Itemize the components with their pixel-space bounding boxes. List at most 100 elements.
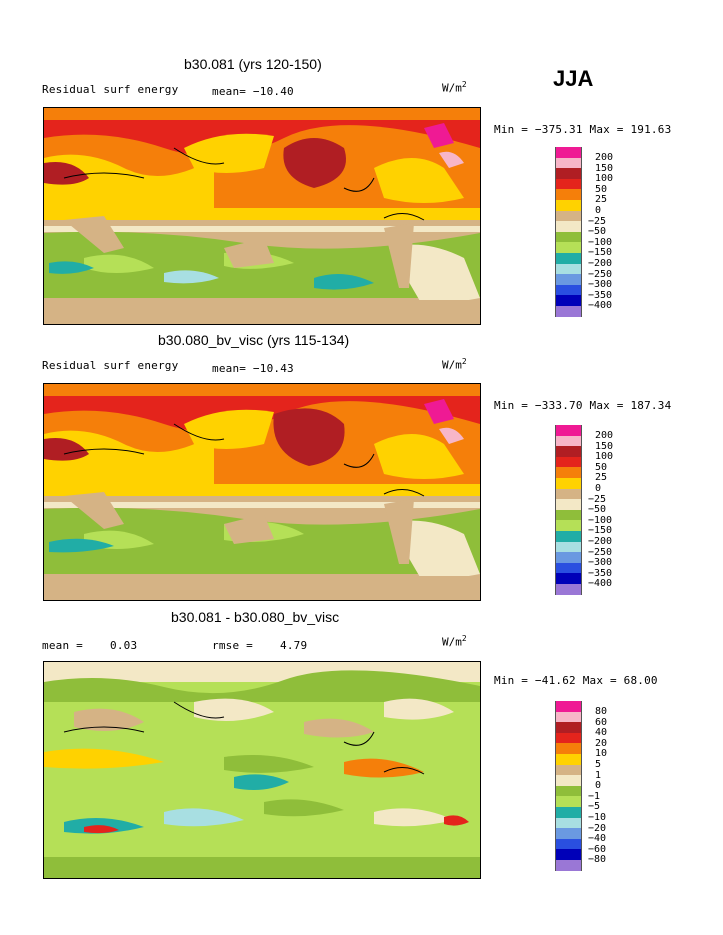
panel1-unit: W/m2	[442, 80, 467, 95]
legend-label: −5	[588, 801, 601, 812]
legend-swatch	[555, 456, 582, 468]
panel2-field-label: Residual surf energy	[42, 359, 179, 372]
legend-swatch	[555, 711, 582, 723]
legend-label: 150	[595, 163, 614, 174]
legend-swatch	[555, 435, 582, 447]
legend-label: −100	[588, 515, 613, 526]
panel3-rmse-value: 4.79	[280, 639, 308, 652]
panel2-map	[43, 383, 481, 601]
legend-label: −60	[588, 844, 607, 855]
legend-label: 0	[595, 780, 602, 791]
legend-swatch	[555, 242, 582, 253]
panel1-mean: mean= −10.40	[212, 85, 294, 98]
panel1-map	[43, 107, 481, 325]
legend-label: 50	[595, 462, 608, 473]
panel1-legend	[555, 147, 582, 318]
legend-label: 1	[595, 770, 602, 781]
panel3-unit: W/m2	[442, 634, 467, 649]
legend-swatch	[555, 253, 582, 264]
legend-swatch	[555, 764, 582, 776]
panel3-rmse-label: rmse =	[212, 639, 253, 652]
legend-label: 100	[595, 173, 614, 184]
legend-label: −50	[588, 226, 607, 237]
legend-label: −80	[588, 854, 607, 865]
legend-swatch	[555, 849, 582, 860]
season-label: JJA	[553, 66, 594, 91]
legend-label: −400	[588, 578, 613, 589]
legend-label: −350	[588, 568, 613, 579]
legend-swatch	[555, 722, 582, 733]
legend-label: −300	[588, 557, 613, 568]
legend-label: 50	[595, 184, 608, 195]
legend-label: 25	[595, 472, 608, 483]
legend-swatch	[555, 200, 582, 211]
legend-label: 200	[595, 152, 614, 163]
legend-swatch	[555, 284, 582, 296]
legend-label: 10	[595, 748, 608, 759]
panel1-title: b30.081 (yrs 120-150)	[184, 56, 322, 72]
legend-label: 20	[595, 738, 608, 749]
legend-label: −250	[588, 547, 613, 558]
legend-swatch	[555, 785, 582, 797]
legend-swatch	[555, 552, 582, 563]
legend-label: −50	[588, 504, 607, 515]
legend-label: −10	[588, 812, 607, 823]
legend-label: 0	[595, 483, 602, 494]
legend-swatch	[555, 573, 582, 584]
panel1-field-label: Residual surf energy	[42, 83, 179, 96]
legend-swatch	[555, 520, 582, 531]
legend-label: 25	[595, 194, 608, 205]
panel3-legend	[555, 701, 582, 872]
legend-swatch	[555, 221, 582, 232]
panel2-mean: mean= −10.43	[212, 362, 294, 375]
panel2-legend	[555, 425, 582, 596]
legend-swatch	[555, 499, 582, 510]
legend-swatch	[555, 701, 582, 712]
legend-swatch	[555, 860, 582, 871]
legend-label: 150	[595, 441, 614, 452]
legend-swatch	[555, 478, 582, 489]
legend-label: −100	[588, 237, 613, 248]
legend-label: 0	[595, 205, 602, 216]
legend-label: 5	[595, 759, 602, 770]
legend-swatch	[555, 263, 582, 275]
panel3-title: b30.081 - b30.080_bv_visc	[171, 609, 340, 625]
legend-swatch	[555, 157, 582, 169]
legend-swatch	[555, 147, 582, 158]
panel2-title: b30.080_bv_visc (yrs 115-134)	[158, 332, 350, 348]
legend-label: −250	[588, 269, 613, 280]
legend-swatch	[555, 488, 582, 500]
legend-swatch	[555, 274, 582, 285]
panel3-minmax: Min = −41.62 Max = 68.00	[494, 674, 658, 687]
legend-swatch	[555, 562, 582, 574]
legend-label: −400	[588, 300, 613, 311]
legend-swatch	[555, 796, 582, 807]
legend-swatch	[555, 838, 582, 850]
legend-label: −350	[588, 290, 613, 301]
legend-label: −200	[588, 258, 613, 269]
legend-label: −25	[588, 216, 607, 227]
legend-label: −40	[588, 833, 607, 844]
legend-label: −150	[588, 525, 613, 536]
panel2-minmax: Min = −333.70 Max = 187.34	[494, 399, 672, 412]
legend-label: −1	[588, 791, 601, 802]
legend-swatch	[555, 446, 582, 457]
legend-swatch	[555, 817, 582, 829]
legend-label: 80	[595, 706, 608, 717]
legend-swatch	[555, 541, 582, 553]
panel1-minmax: Min = −375.31 Max = 191.63	[494, 123, 672, 136]
panel3-map	[43, 661, 481, 879]
panel3-mean-value: 0.03	[110, 639, 138, 652]
legend-swatch	[555, 467, 582, 478]
legend-label: 200	[595, 430, 614, 441]
legend-label: −300	[588, 279, 613, 290]
legend-swatch	[555, 754, 582, 765]
legend-swatch	[555, 168, 582, 179]
panel3-mean-label: mean =	[42, 639, 83, 652]
legend-swatch	[555, 425, 582, 436]
legend-swatch	[555, 178, 582, 190]
legend-swatch	[555, 189, 582, 200]
panel2-unit: W/m2	[442, 357, 467, 372]
legend-swatch	[555, 584, 582, 595]
legend-swatch	[555, 732, 582, 744]
